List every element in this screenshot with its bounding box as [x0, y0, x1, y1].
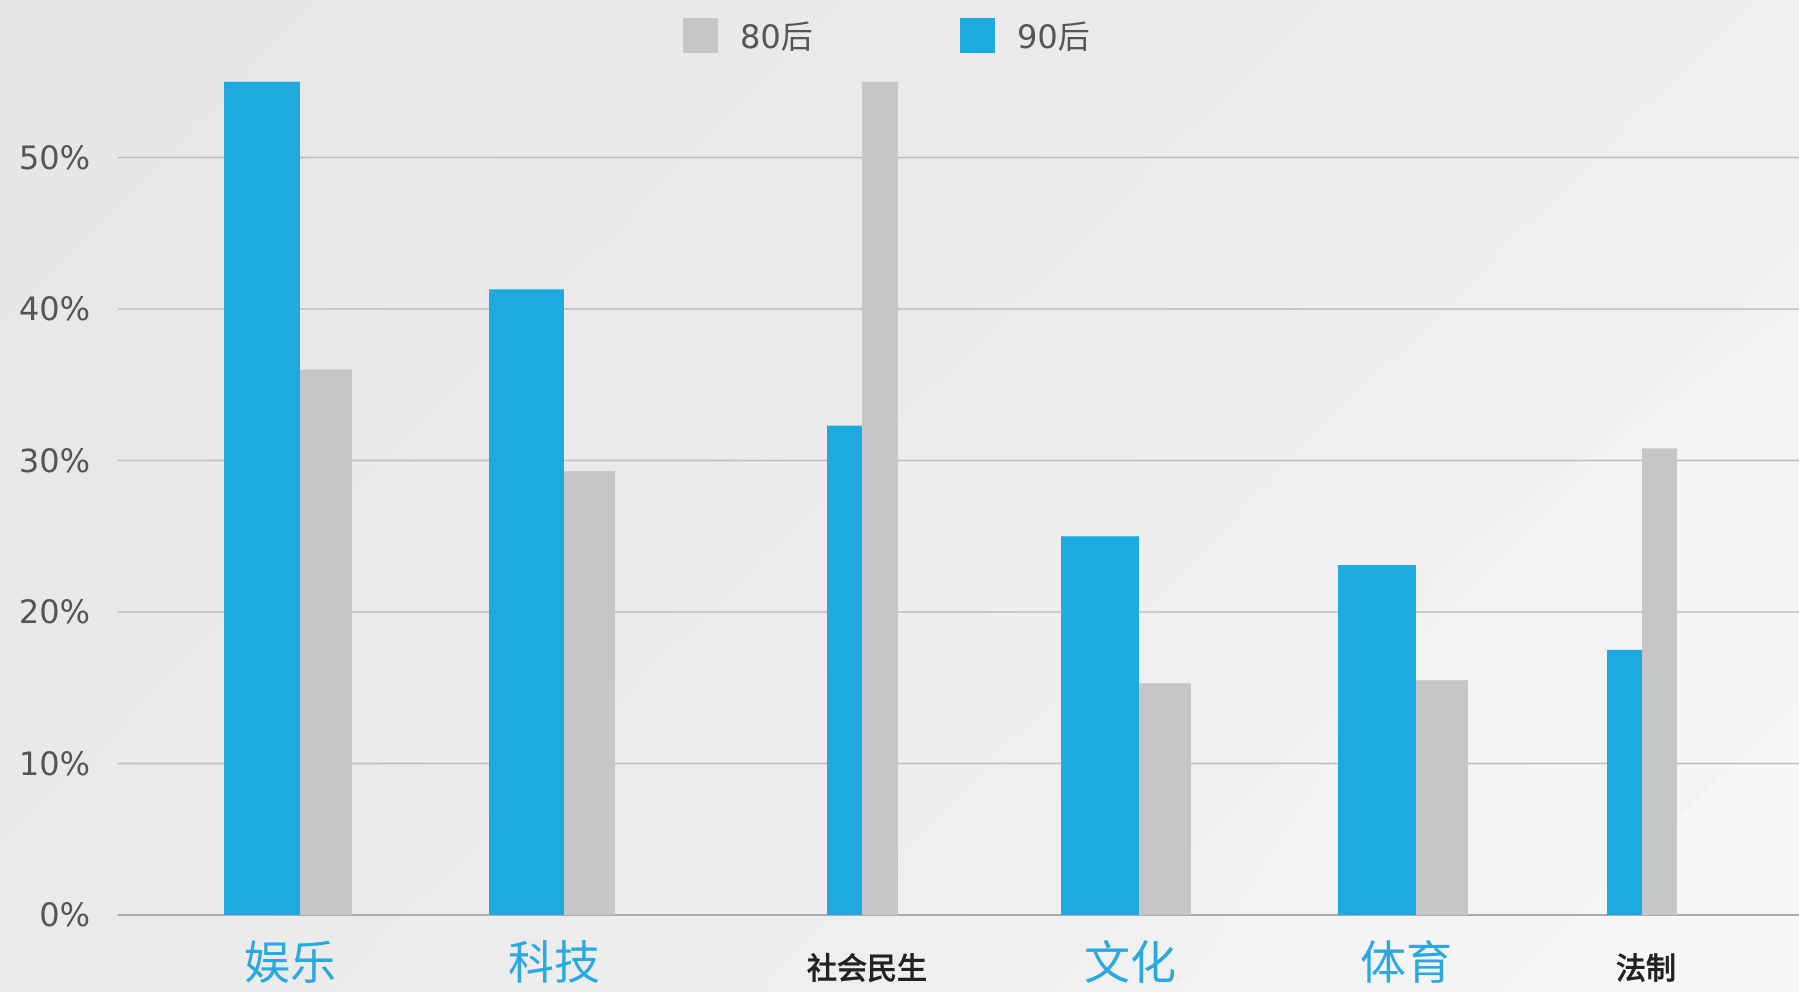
- bar-80s: [1642, 448, 1677, 915]
- x-category-label: 文化: [1084, 936, 1176, 990]
- y-tick-label: 20%: [18, 593, 90, 631]
- y-tick-label: 0%: [39, 896, 90, 934]
- y-tick-label: 10%: [18, 744, 90, 783]
- gridlines: [118, 156, 1799, 916]
- legend: 80后 90后: [0, 10, 1799, 60]
- x-category-label: 社会民生: [807, 952, 927, 987]
- bar-90s: [1061, 536, 1139, 915]
- y-tick-label: 50%: [18, 138, 90, 177]
- y-tick-label: 40%: [18, 290, 90, 328]
- legend-item-90s[interactable]: 90后: [960, 10, 1090, 60]
- x-category-label: 娱乐: [244, 936, 336, 990]
- y-tick-label: 30%: [18, 441, 90, 480]
- x-category-label: 法制: [1616, 952, 1676, 987]
- bar-80s: [1139, 683, 1191, 915]
- bar-90s: [827, 425, 862, 915]
- bar-90s: [1338, 565, 1416, 915]
- bar-90s: [489, 289, 564, 915]
- bar-80s: [1416, 680, 1468, 915]
- bar-80s: [564, 471, 615, 915]
- legend-swatch-80s: [683, 17, 718, 53]
- bars: [224, 81, 1677, 916]
- x-category-label: 科技: [508, 936, 600, 990]
- bar-90s: [224, 81, 300, 915]
- bar-80s: [862, 81, 898, 915]
- x-category-label: 体育: [1360, 936, 1452, 990]
- bar-90s: [1607, 649, 1642, 915]
- legend-label-80s: 80后: [740, 18, 813, 56]
- legend-label-90s: 90后: [1017, 18, 1090, 56]
- legend-item-80s[interactable]: 80后: [683, 10, 813, 60]
- legend-swatch-90s: [960, 17, 995, 53]
- bar-80s: [300, 369, 352, 916]
